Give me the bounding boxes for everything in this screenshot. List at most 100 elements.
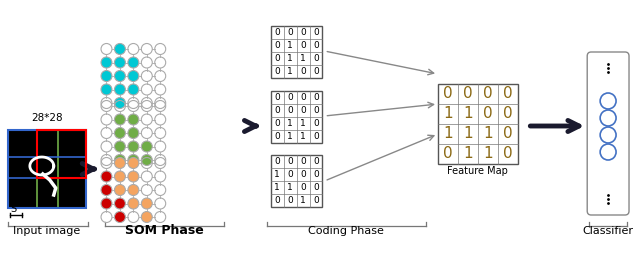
Text: 1: 1 <box>300 54 306 63</box>
Circle shape <box>101 57 112 68</box>
Circle shape <box>115 127 125 138</box>
Bar <box>271 155 323 207</box>
Text: 0: 0 <box>300 28 306 37</box>
Text: 1: 1 <box>287 132 293 141</box>
Circle shape <box>115 155 125 165</box>
Circle shape <box>141 211 152 222</box>
Text: 0: 0 <box>313 183 319 192</box>
Text: 0: 0 <box>313 93 319 102</box>
Text: 0: 0 <box>313 106 319 115</box>
Text: 1: 1 <box>463 146 472 162</box>
Bar <box>438 84 518 164</box>
Text: 28*28: 28*28 <box>31 113 63 123</box>
Text: S: S <box>10 204 16 214</box>
Text: 0: 0 <box>287 157 293 166</box>
Text: 0: 0 <box>300 106 306 115</box>
Text: 0: 0 <box>313 196 319 205</box>
Text: 0: 0 <box>503 87 513 101</box>
Text: 0: 0 <box>313 132 319 141</box>
Circle shape <box>141 141 152 152</box>
Circle shape <box>101 171 112 182</box>
Text: 1: 1 <box>483 126 493 142</box>
Bar <box>8 130 86 208</box>
Text: 0: 0 <box>275 132 280 141</box>
Text: 0: 0 <box>275 119 280 128</box>
Text: 1: 1 <box>463 126 472 142</box>
Text: 0: 0 <box>300 67 306 76</box>
Circle shape <box>128 114 139 125</box>
Bar <box>8 130 86 208</box>
Circle shape <box>128 141 139 152</box>
Circle shape <box>128 70 139 81</box>
Circle shape <box>115 98 125 109</box>
Text: 0: 0 <box>313 28 319 37</box>
Text: 0: 0 <box>287 28 293 37</box>
Circle shape <box>115 84 125 95</box>
Text: 0: 0 <box>275 41 280 50</box>
Circle shape <box>141 198 152 209</box>
Text: 0: 0 <box>463 87 472 101</box>
Circle shape <box>115 141 125 152</box>
Text: Coding Phase: Coding Phase <box>308 226 384 236</box>
Circle shape <box>128 198 139 209</box>
Text: 0: 0 <box>300 93 306 102</box>
Text: 0: 0 <box>287 196 293 205</box>
Text: 0: 0 <box>313 157 319 166</box>
Circle shape <box>128 127 139 138</box>
Text: 0: 0 <box>313 54 319 63</box>
Circle shape <box>115 114 125 125</box>
Text: 0: 0 <box>313 170 319 179</box>
Text: 1: 1 <box>287 54 293 63</box>
Text: 0: 0 <box>503 126 513 142</box>
Text: 0: 0 <box>287 106 293 115</box>
Text: 0: 0 <box>443 146 452 162</box>
Text: 1: 1 <box>287 41 293 50</box>
Text: 0: 0 <box>483 87 493 101</box>
Text: Input image: Input image <box>13 226 81 236</box>
Text: 0: 0 <box>275 196 280 205</box>
Circle shape <box>115 185 125 196</box>
Text: 1: 1 <box>300 196 306 205</box>
Circle shape <box>101 198 112 209</box>
Text: 1: 1 <box>443 106 452 122</box>
Text: 0: 0 <box>275 28 280 37</box>
Circle shape <box>128 171 139 182</box>
Circle shape <box>115 198 125 209</box>
Text: 0: 0 <box>275 93 280 102</box>
FancyBboxPatch shape <box>588 52 629 215</box>
Text: 0: 0 <box>483 106 493 122</box>
Text: 0: 0 <box>287 170 293 179</box>
Circle shape <box>115 211 125 222</box>
Text: 0: 0 <box>503 146 513 162</box>
Text: 0: 0 <box>300 183 306 192</box>
Text: 1: 1 <box>483 146 493 162</box>
Text: 1: 1 <box>275 170 280 179</box>
Text: 0: 0 <box>300 157 306 166</box>
Circle shape <box>101 70 112 81</box>
Text: 0: 0 <box>275 157 280 166</box>
Bar <box>271 26 323 78</box>
Text: 0: 0 <box>275 106 280 115</box>
Circle shape <box>101 185 112 196</box>
Circle shape <box>128 57 139 68</box>
Circle shape <box>101 84 112 95</box>
Text: 0: 0 <box>503 106 513 122</box>
Circle shape <box>115 157 125 168</box>
Text: 0: 0 <box>275 54 280 63</box>
Text: 1: 1 <box>300 119 306 128</box>
Text: 1: 1 <box>287 67 293 76</box>
Text: 1: 1 <box>287 183 293 192</box>
Circle shape <box>141 155 152 165</box>
Circle shape <box>128 185 139 196</box>
Text: 0: 0 <box>275 67 280 76</box>
Circle shape <box>115 57 125 68</box>
Circle shape <box>115 171 125 182</box>
Text: SOM Phase: SOM Phase <box>125 224 204 237</box>
Text: 1: 1 <box>443 126 452 142</box>
Circle shape <box>115 44 125 55</box>
Text: 0: 0 <box>300 170 306 179</box>
Text: 1: 1 <box>463 106 472 122</box>
Circle shape <box>128 157 139 168</box>
Text: 0: 0 <box>300 41 306 50</box>
Text: 0: 0 <box>313 119 319 128</box>
